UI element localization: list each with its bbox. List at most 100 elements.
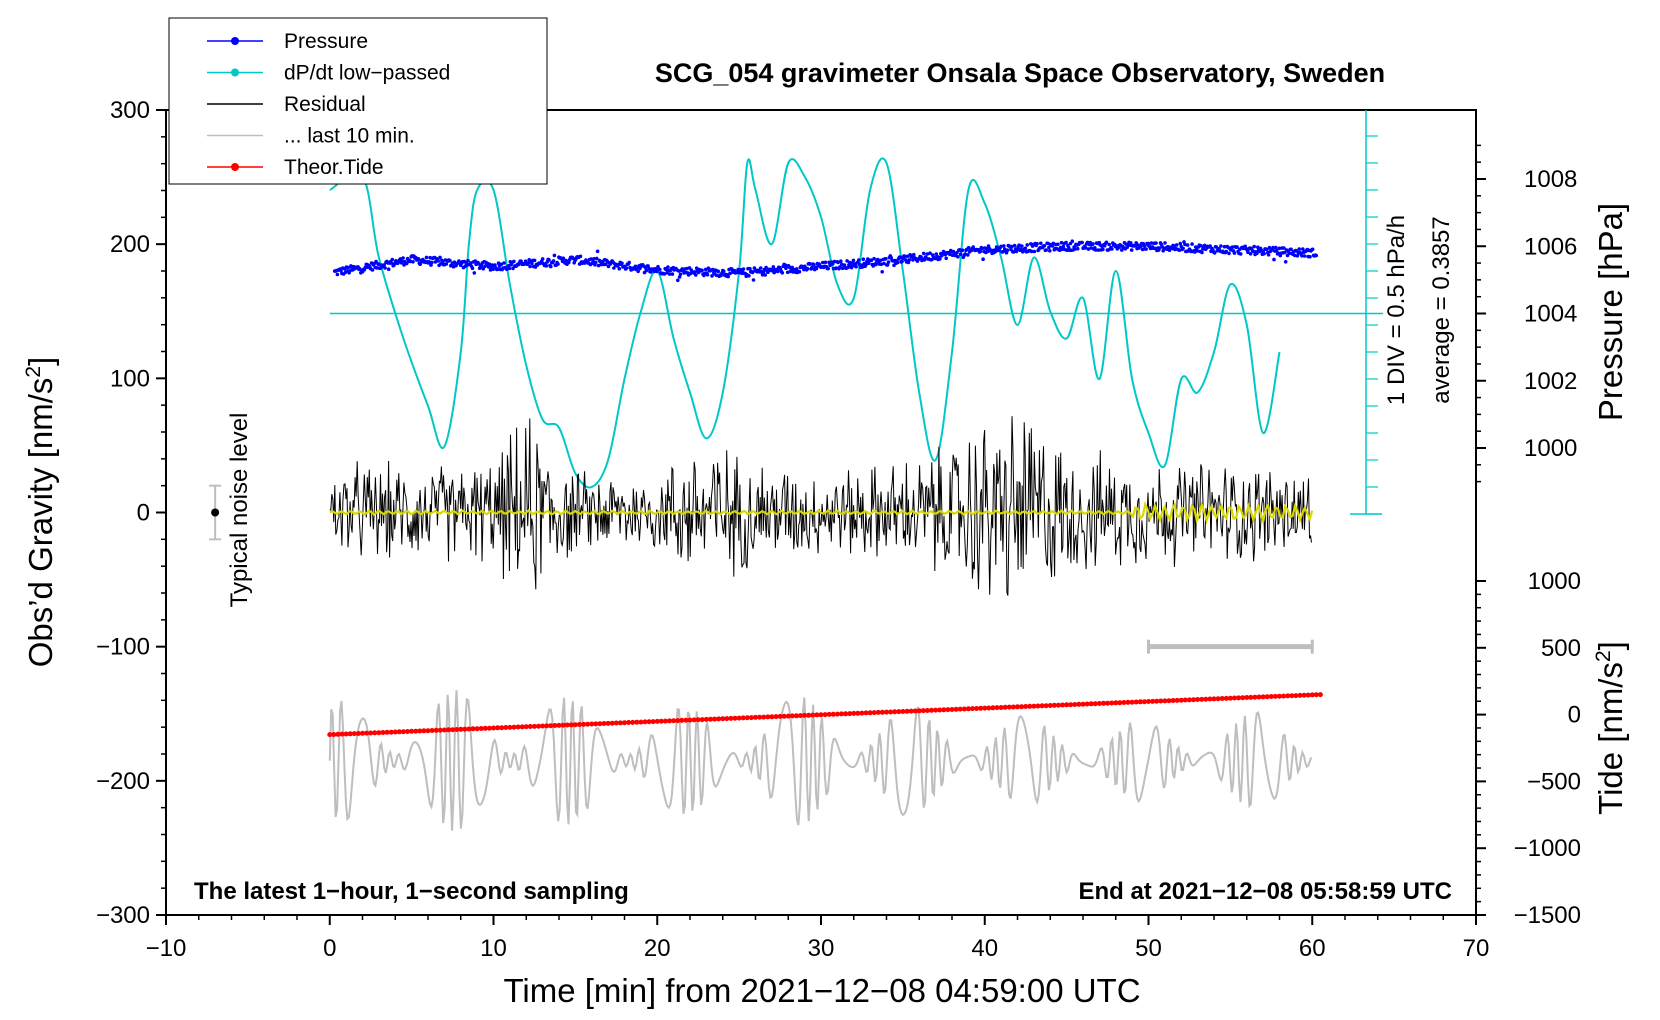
- pressure-point: [436, 259, 441, 263]
- pressure-point: [1061, 244, 1066, 249]
- pressure-tick-label: 1000: [1524, 435, 1577, 462]
- tide-point: [716, 716, 722, 722]
- pressure-point: [604, 262, 608, 267]
- tide-point: [728, 715, 734, 721]
- pressure-point: [836, 260, 840, 265]
- pressure-point: [466, 258, 470, 263]
- tide-point: [1047, 703, 1053, 708]
- pressure-point: [721, 269, 726, 274]
- pressure-point: [1101, 247, 1105, 252]
- pressure-point: [1230, 245, 1235, 249]
- pressure-point: [487, 262, 492, 267]
- tide-point: [924, 708, 930, 713]
- legend-box: [168, 17, 548, 185]
- tide-point: [355, 731, 361, 736]
- pressure-point: [694, 266, 699, 271]
- tide-point: [933, 707, 939, 713]
- pressure-point: [528, 264, 532, 269]
- pressure-point: [1012, 243, 1017, 248]
- tide-point: [1256, 694, 1262, 700]
- tide-point: [388, 729, 394, 735]
- pressure-point: [1255, 251, 1259, 256]
- tide-point: [961, 706, 967, 712]
- tide-point: [953, 706, 959, 712]
- pressure-point: [1059, 240, 1064, 245]
- pressure-point: [448, 258, 452, 263]
- tide-point: [855, 710, 861, 716]
- tide-point: [360, 730, 365, 736]
- axes: −10 0 10 20 30 40 50 60 703002001000−100−200−300…: [96, 97, 1581, 962]
- pressure-point: [1314, 253, 1319, 258]
- tide-point: [896, 709, 902, 715]
- pressure-point: [511, 266, 515, 271]
- tide-point: [937, 707, 943, 713]
- tide-point: [650, 719, 656, 725]
- close-bracket: ]: [22, 357, 59, 366]
- tide-point: [1277, 693, 1282, 699]
- pressure-point: [676, 278, 680, 283]
- tide-point: [429, 728, 435, 733]
- pressure-point: [1147, 241, 1151, 246]
- pressure-point: [1086, 247, 1091, 251]
- tide-point: [757, 714, 763, 720]
- pressure-point: [377, 262, 381, 267]
- pressure-point: [1110, 247, 1114, 251]
- tide-point: [1092, 701, 1098, 707]
- tide-point: [462, 726, 468, 732]
- pressure-point: [676, 269, 681, 273]
- tide-point: [834, 711, 840, 717]
- tide-point: [368, 730, 374, 736]
- pressure-point: [930, 257, 934, 262]
- tide-point: [605, 720, 611, 726]
- pressure-point: [794, 267, 799, 271]
- tide-point: [699, 717, 705, 723]
- pressure-point: [1195, 249, 1200, 253]
- y-tick-label: 0: [137, 500, 150, 527]
- tide-point: [781, 713, 787, 719]
- pressure-point: [1227, 251, 1231, 256]
- pressure-point: [519, 259, 523, 264]
- tide-point: [577, 722, 582, 727]
- tide-point: [405, 729, 410, 734]
- pressure-point: [832, 259, 837, 264]
- tide-point: [1055, 702, 1061, 708]
- pressure-point: [1075, 246, 1080, 251]
- tide-point: [1146, 699, 1151, 704]
- pressure-point: [1047, 245, 1051, 250]
- pressure-point: [1222, 244, 1227, 249]
- tide-point: [1101, 700, 1106, 706]
- tide-point: [425, 728, 431, 734]
- pressure-point: [386, 267, 391, 272]
- pressure-point: [705, 272, 710, 277]
- pressure-point: [1149, 241, 1154, 245]
- tide-point: [1223, 695, 1229, 701]
- tide-point: [1150, 698, 1156, 704]
- tide-point: [511, 724, 517, 730]
- tide-point: [339, 731, 345, 737]
- pressure-point: [1178, 241, 1183, 246]
- tide-point: [372, 730, 378, 736]
- pressure-point: [872, 256, 876, 261]
- tide-point: [1297, 692, 1303, 698]
- tide-point: [470, 726, 476, 732]
- pressure-point: [808, 262, 812, 266]
- pressure-point: [984, 246, 989, 251]
- pressure-point: [805, 266, 810, 271]
- pressure-tick-label: 1002: [1524, 368, 1577, 395]
- pressure-point: [685, 266, 689, 271]
- tide-point: [683, 717, 689, 723]
- pressure-point: [1224, 249, 1229, 254]
- pressure-point: [428, 255, 432, 260]
- pressure-point: [592, 257, 596, 261]
- pressure-point: [335, 272, 340, 277]
- tide-point: [519, 724, 525, 730]
- pressure-point: [925, 252, 930, 256]
- tide-point: [331, 732, 337, 737]
- x-tick-label: 60: [1299, 935, 1326, 962]
- tide-point: [761, 714, 767, 720]
- tide-point: [687, 717, 693, 723]
- tide-point: [503, 725, 509, 730]
- pressure-point: [647, 266, 651, 271]
- pressure-point: [1283, 260, 1288, 264]
- x-tick-label: 0: [323, 935, 336, 962]
